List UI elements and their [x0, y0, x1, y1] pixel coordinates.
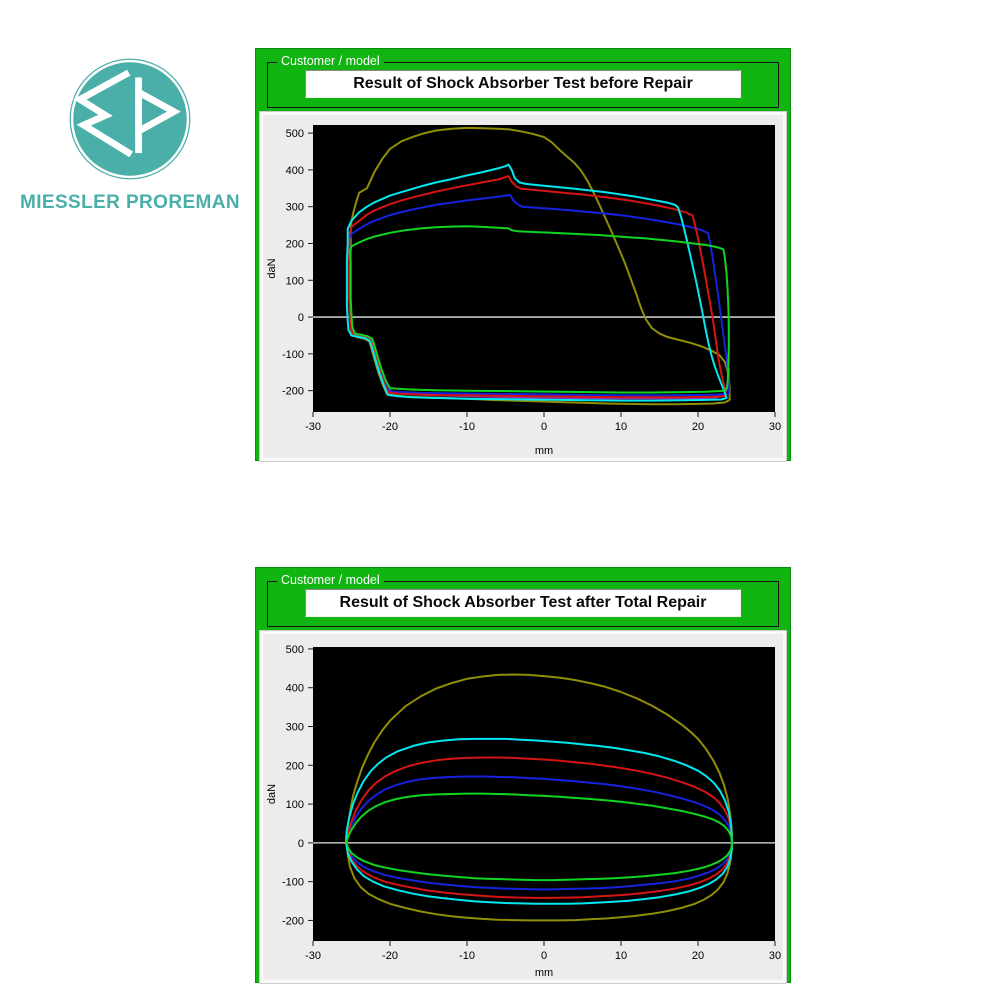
x-tick-label: 20 [692, 950, 704, 962]
y-tick-label: 500 [286, 644, 304, 656]
y-tick-label: 100 [286, 799, 304, 811]
x-tick-label: -30 [305, 950, 321, 962]
x-tick-label: 30 [769, 950, 781, 962]
y-tick-label: 100 [286, 275, 304, 287]
series-trace-green [349, 225, 730, 394]
y-tick-label: 500 [286, 128, 304, 140]
brand-name: MIESSLER PROREMAN [19, 192, 241, 213]
y-tick-label: 0 [298, 838, 304, 850]
x-tick-label: 30 [769, 421, 781, 433]
groupbox-label: Customer / model [277, 54, 384, 68]
x-tick-label: 20 [692, 421, 704, 433]
customer-model-groupbox: Customer / model Result of Shock Absorbe… [267, 54, 779, 108]
y-tick-label: 300 [286, 202, 304, 214]
plot-area [313, 647, 775, 941]
test-title-field[interactable]: Result of Shock Absorber Test before Rep… [305, 70, 741, 98]
series-trace-cyan [345, 737, 733, 905]
y-tick-label: -100 [282, 349, 304, 361]
customer-model-groupbox: Customer / model Result of Shock Absorbe… [267, 573, 779, 627]
y-tick-label: -200 [282, 386, 304, 398]
x-tick-label: -20 [382, 950, 398, 962]
y-tick-label: 300 [286, 722, 304, 734]
x-tick-label: 0 [541, 950, 547, 962]
series-trace-cyan [345, 163, 728, 402]
x-tick-label: -10 [459, 950, 475, 962]
y-tick-label: 200 [286, 238, 304, 250]
x-tick-label: 10 [615, 421, 627, 433]
series-trace-green [345, 792, 733, 882]
plot-area [313, 125, 775, 412]
y-tick-label: 200 [286, 760, 304, 772]
panel-after-repair: Customer / model Result of Shock Absorbe… [255, 567, 791, 984]
chart-after-repair: 500 400 300 200 100 0 -100 -200 -30 -20 -10 0 10 20 30… [259, 630, 787, 984]
x-tick-label: -10 [459, 421, 475, 433]
x-tick-label: -20 [382, 421, 398, 433]
x-axis-label: mm [535, 445, 553, 457]
ep-monogram-icon [69, 58, 191, 180]
y-tick-label: 400 [286, 165, 304, 177]
y-tick-label: -200 [282, 915, 304, 927]
y-tick-label: -100 [282, 877, 304, 889]
x-tick-label: 0 [541, 421, 547, 433]
x-tick-label: 10 [615, 950, 627, 962]
panel-before-repair: Customer / model Result of Shock Absorbe… [255, 48, 791, 462]
brand-block: MIESSLER PROREMAN [16, 58, 244, 214]
y-axis-label: daN [266, 258, 278, 278]
groupbox-label: Customer / model [277, 573, 384, 587]
y-tick-label: 0 [298, 312, 304, 324]
y-axis-label: daN [266, 784, 278, 804]
x-tick-label: -30 [305, 421, 321, 433]
x-axis-label: mm [535, 967, 553, 979]
test-title-field[interactable]: Result of Shock Absorber Test after Tota… [305, 589, 741, 617]
chart-before-repair: 500 400 300 200 100 0 -100 -200 -30 -20 -10 0 10 20 30… [259, 111, 787, 462]
y-tick-label: 400 [286, 683, 304, 695]
